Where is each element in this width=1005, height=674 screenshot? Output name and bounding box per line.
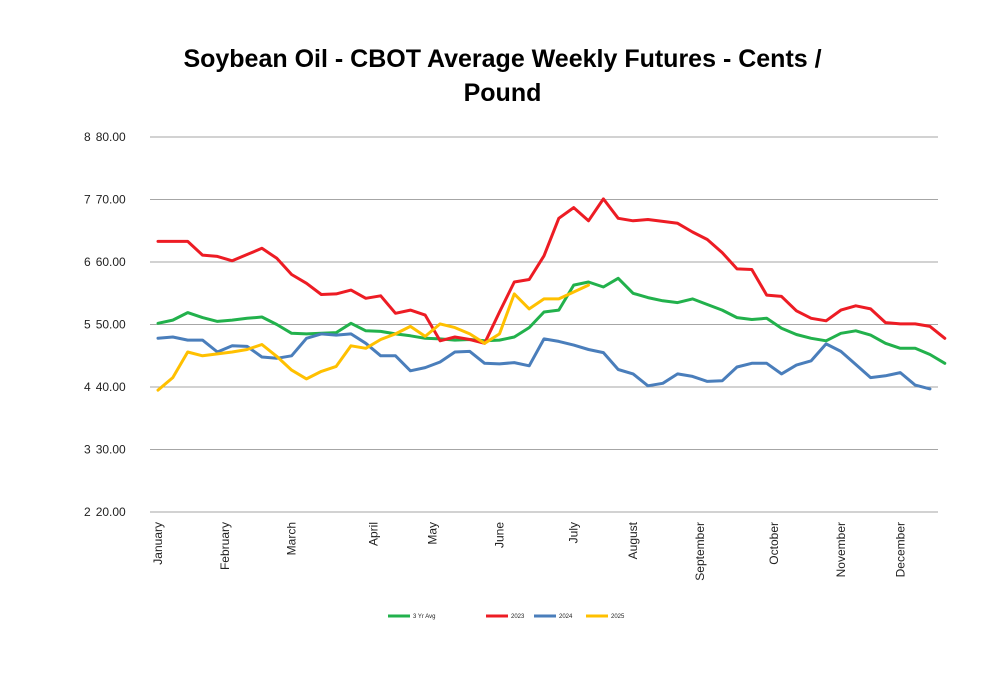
y-tick-value: 40.00 (96, 380, 126, 394)
x-tick-label: September (693, 522, 707, 581)
y-tick-value: 70.00 (96, 193, 126, 207)
y-tick-value: 60.00 (96, 255, 126, 269)
y-tick-prefix: 3 (84, 443, 91, 457)
y-tick-value: 30.00 (96, 443, 126, 457)
y-tick-label: 4 40.00 (84, 380, 126, 394)
series-line (156, 332, 932, 391)
gridlines (150, 136, 938, 513)
x-tick-label: April (366, 522, 380, 546)
chart-title: Soybean Oil - CBOT Average Weekly Future… (0, 42, 1005, 110)
x-tick-label: February (218, 522, 232, 570)
y-tick-label: 3 30.00 (84, 443, 126, 457)
legend-label: 3 Yr Avg (413, 614, 435, 620)
y-tick-prefix: 6 (84, 255, 91, 269)
y-tick-value: 80.00 (96, 130, 126, 144)
x-tick-label: December (893, 522, 907, 577)
y-tick-prefix: 8 (84, 130, 91, 144)
y-tick-label: 5 50.00 (84, 318, 126, 332)
legend-label: 2024 (559, 614, 573, 620)
y-tick-label: 6 60.00 (84, 255, 126, 269)
series-line (156, 276, 947, 365)
legend-label: 2023 (511, 614, 525, 620)
y-tick-prefix: 7 (84, 193, 91, 207)
y-tick-label: 8 80.00 (84, 130, 126, 144)
x-axis: January February March April May June July Augu… (151, 521, 907, 580)
y-tick-value: 20.00 (96, 505, 126, 519)
y-axis: 8 80.007 70.006 60.005 50.004 40.003 30.002 20.… (84, 130, 126, 519)
series-lines (156, 197, 947, 392)
x-tick-label: October (767, 522, 781, 565)
chart-title-line-2: Pound (463, 79, 542, 107)
chart-title-line-1: Soybean Oil - CBOT Average Weekly Future… (183, 45, 822, 73)
series-line (156, 283, 590, 392)
legend-label: 2025 (611, 614, 625, 620)
y-tick-prefix: 5 (84, 318, 91, 332)
x-tick-label: March (285, 522, 299, 555)
x-tick-label: July (567, 522, 581, 543)
x-tick-label: June (492, 522, 506, 548)
legend: 3 Yr Avg 2023 2024 2025 (388, 614, 625, 620)
x-tick-label: November (834, 522, 848, 577)
x-tick-label: January (151, 522, 165, 565)
y-tick-label: 7 70.00 (84, 193, 126, 207)
y-tick-prefix: 2 (84, 505, 91, 519)
series-line (156, 197, 947, 345)
y-tick-value: 50.00 (96, 318, 126, 332)
y-tick-prefix: 4 (84, 380, 91, 394)
x-tick-label: May (426, 522, 440, 545)
y-tick-label: 2 20.00 (84, 505, 126, 519)
x-tick-label: August (626, 521, 640, 559)
